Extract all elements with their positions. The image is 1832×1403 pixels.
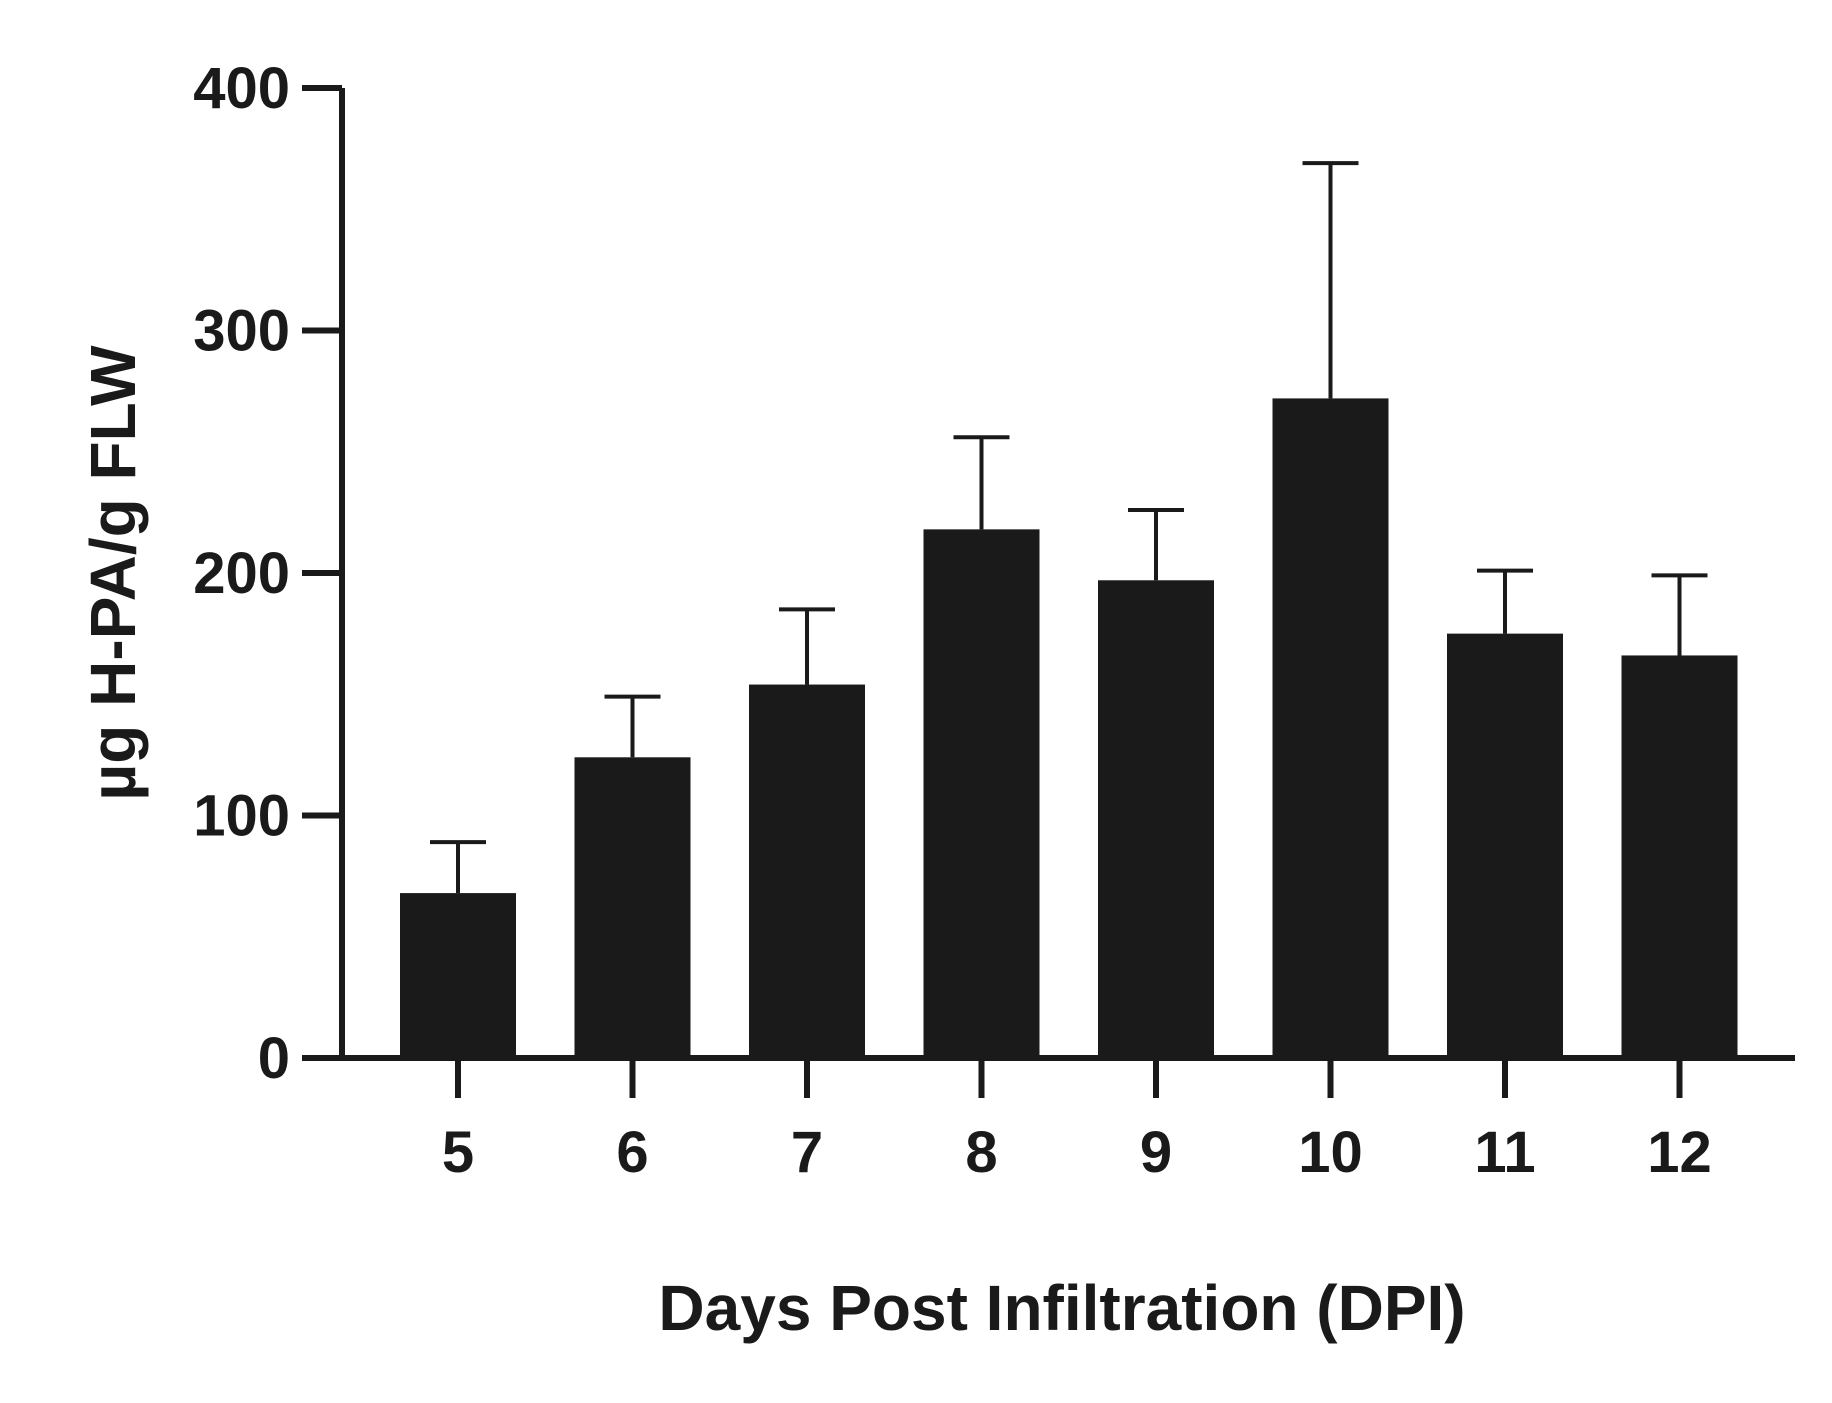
bar bbox=[1272, 398, 1389, 1058]
x-ticks-layer: 5 6 7 8 9 10 11 12 bbox=[442, 1058, 1712, 1185]
x-axis-title: Days Post Infiltration (DPI) bbox=[658, 1272, 1465, 1344]
bar bbox=[1621, 655, 1738, 1058]
y-tick-label: 400 bbox=[193, 56, 290, 121]
x-tick-label: 9 bbox=[1140, 1120, 1172, 1185]
x-tick-label: 12 bbox=[1647, 1120, 1712, 1185]
bars-layer bbox=[400, 398, 1738, 1058]
bar bbox=[749, 684, 865, 1058]
y-tick-label: 100 bbox=[193, 784, 290, 849]
x-tick-label: 6 bbox=[616, 1120, 648, 1185]
x-tick-label: 8 bbox=[965, 1120, 997, 1185]
y-tick-label: 0 bbox=[258, 1026, 290, 1091]
y-ticks-layer: 0 100 200 300 400 bbox=[193, 56, 342, 1091]
bar bbox=[574, 757, 691, 1058]
error-bars-layer bbox=[430, 161, 1708, 894]
x-tick-label: 7 bbox=[791, 1120, 823, 1185]
y-tick-label: 300 bbox=[193, 299, 290, 364]
x-tick-label: 5 bbox=[442, 1120, 474, 1185]
x-tick-label: 10 bbox=[1298, 1120, 1363, 1185]
y-tick-label: 200 bbox=[193, 541, 290, 606]
bar bbox=[400, 893, 516, 1058]
bar bbox=[1098, 580, 1214, 1058]
y-axis-title: µg H-PA/g FLW bbox=[77, 345, 149, 801]
bar bbox=[1447, 633, 1563, 1058]
bar bbox=[923, 529, 1040, 1058]
axes-layer bbox=[302, 88, 1795, 1061]
x-tick-label: 11 bbox=[1474, 1120, 1535, 1185]
